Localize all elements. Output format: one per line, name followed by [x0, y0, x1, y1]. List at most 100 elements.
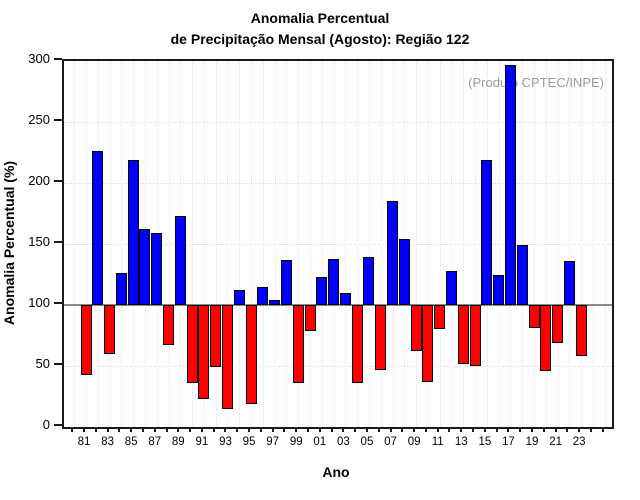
x-axis-tick	[130, 427, 133, 432]
v-gridline	[251, 61, 253, 427]
v-gridline	[239, 61, 241, 427]
y-tick-label-0: 0	[42, 417, 50, 432]
bar-96	[257, 286, 269, 305]
v-gridline	[168, 61, 170, 427]
x-axis-tick	[330, 427, 333, 432]
x-axis-tick	[283, 427, 286, 432]
bar-16	[493, 274, 505, 305]
x-axis-tick	[424, 427, 427, 432]
bar-10	[422, 305, 434, 382]
x-tick-label-19: 19	[525, 436, 539, 448]
x-axis-tick	[460, 427, 463, 432]
x-axis-tick	[365, 427, 368, 432]
v-gridline	[380, 61, 382, 427]
x-axis-tick	[83, 427, 85, 432]
bar-07	[387, 201, 399, 305]
bar-87	[151, 233, 163, 305]
v-gridline	[310, 61, 311, 427]
x-tick-label-21: 21	[549, 436, 562, 448]
bar-81	[80, 305, 92, 375]
v-gridline	[439, 61, 441, 427]
bar-15	[481, 159, 493, 305]
chart-title-line1: Anomalia Percentual	[250, 10, 390, 26]
bar-21	[552, 305, 564, 343]
x-axis-tick	[177, 427, 180, 432]
v-gridline	[286, 61, 288, 427]
bar-17	[504, 64, 516, 305]
v-gridline	[215, 61, 217, 427]
bar-82	[92, 151, 104, 305]
x-tick-label-81: 81	[77, 436, 91, 448]
bar-22	[563, 261, 575, 305]
y-axis-tick	[54, 119, 62, 121]
v-gridline	[121, 61, 123, 427]
y-axis-tick	[54, 363, 62, 365]
x-tick-label-17: 17	[502, 436, 515, 448]
bar-93	[221, 305, 233, 409]
y-axis-title: Anomalia Percentual (%)	[1, 160, 17, 326]
x-tick-label-01: 01	[313, 436, 327, 448]
x-axis-tick	[413, 427, 416, 432]
v-gridline	[109, 61, 111, 427]
y-tick-label-150: 150	[28, 234, 50, 249]
v-gridline	[557, 61, 559, 427]
x-tick-label-09: 09	[407, 436, 421, 448]
bar-85	[127, 159, 139, 305]
x-axis-tick	[401, 427, 404, 432]
x-axis-tick	[212, 427, 215, 432]
x-axis-tick	[106, 427, 109, 432]
x-axis-tick	[589, 427, 592, 432]
v-gridline	[545, 61, 547, 427]
x-tick-label-87: 87	[148, 436, 162, 448]
x-axis-tick	[566, 427, 569, 432]
x-axis-tick	[507, 427, 510, 432]
x-tick-label-15: 15	[478, 436, 492, 448]
bar-90	[186, 305, 198, 384]
v-gridline	[74, 61, 76, 427]
h-gridline-50	[64, 366, 612, 367]
bar-95	[245, 305, 257, 404]
x-axis-tick	[200, 427, 203, 432]
x-tick-label-83: 83	[101, 436, 114, 448]
baseline-100	[64, 304, 612, 306]
bar-99	[292, 305, 304, 384]
x-axis-tick	[94, 427, 97, 432]
y-axis-tick	[54, 241, 62, 243]
x-axis-tick	[153, 427, 156, 432]
bar-12	[445, 270, 457, 305]
v-gridline	[451, 61, 453, 427]
x-axis-tick	[271, 427, 274, 432]
bar-97	[269, 300, 281, 305]
x-axis-tick	[118, 427, 121, 432]
h-gridline-250	[64, 122, 612, 123]
x-tick-label-05: 05	[360, 436, 374, 448]
x-axis-tick	[224, 427, 227, 432]
v-gridline	[463, 61, 465, 427]
y-axis-tick	[54, 302, 62, 304]
x-axis-tick	[377, 427, 380, 432]
bar-86	[139, 229, 151, 305]
x-axis-tick	[307, 427, 309, 432]
v-gridline	[227, 61, 229, 427]
v-gridline	[569, 61, 571, 427]
bar-94	[233, 290, 245, 305]
bar-88	[163, 305, 175, 346]
bar-00	[304, 305, 316, 331]
y-axis-tick	[54, 58, 62, 60]
v-gridline	[427, 61, 429, 427]
bar-04	[351, 305, 363, 384]
bar-98	[280, 259, 292, 305]
plot-area: (Produto CPTEC/INPE)	[62, 59, 614, 429]
x-axis-tick	[472, 427, 475, 432]
x-tick-label-93: 93	[219, 436, 232, 448]
y-axis-tick	[54, 424, 62, 426]
x-axis-tick	[389, 427, 392, 432]
x-tick-label-13: 13	[454, 436, 468, 448]
bar-83	[104, 305, 116, 354]
bar-03	[339, 292, 351, 305]
x-axis-tick	[495, 427, 498, 432]
h-gridline-200	[64, 183, 612, 184]
y-tick-label-100: 100	[28, 295, 50, 310]
x-axis-tick	[448, 427, 451, 432]
